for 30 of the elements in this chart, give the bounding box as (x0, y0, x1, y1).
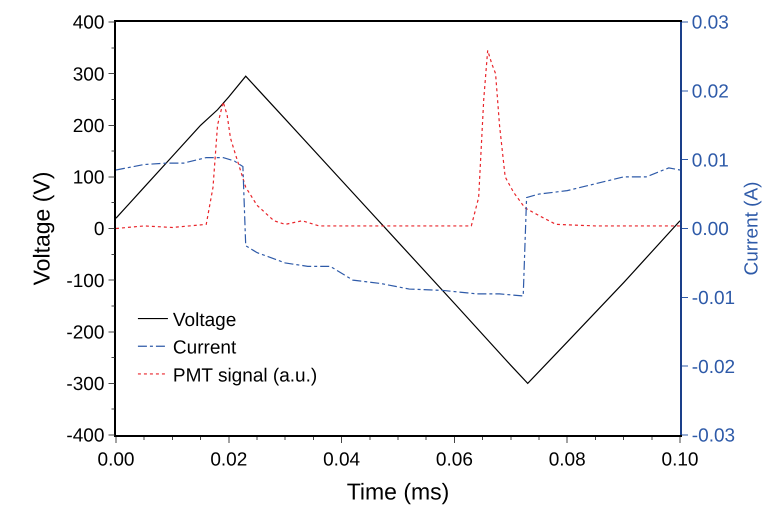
legend-label: PMT signal (a.u.) (172, 365, 318, 386)
y2-tick-label: -0.03 (692, 426, 736, 447)
y2-tick-label: 0.02 (692, 81, 729, 102)
y-tick-label: -300 (66, 374, 104, 396)
y2-axis-title: Current (A) (741, 182, 762, 276)
y2-tick-label: -0.01 (692, 288, 736, 309)
x-tick-label: 0.02 (210, 450, 248, 471)
y-tick-label: -100 (66, 270, 104, 292)
y-tick-label: 0 (94, 219, 104, 240)
legend-label: Current (172, 338, 237, 359)
y-tick-label: -200 (66, 322, 104, 344)
legend-label: Voltage (172, 310, 236, 331)
x-tick-label: 0.04 (323, 450, 361, 471)
x-axis-title: Time (ms) (346, 478, 450, 505)
x-tick-label: 0.06 (436, 450, 473, 471)
y-tick-label: -400 (66, 426, 104, 447)
y-tick-label: 400 (72, 12, 104, 34)
line-series (116, 50, 680, 230)
y-axis-title: Voltage (V) (28, 172, 54, 286)
y2-tick-label: 0.00 (692, 219, 729, 240)
y-tick-label: 200 (72, 116, 104, 137)
y-tick-label: 300 (72, 64, 104, 86)
y2-tick-label: 0.01 (692, 150, 729, 172)
x-tick-label: 0.00 (98, 450, 134, 471)
x-tick-label: 0.08 (548, 450, 586, 471)
line-series (116, 157, 680, 297)
y2-tick-label: 0.03 (692, 12, 729, 34)
x-tick-label: 0.10 (662, 450, 698, 471)
y-tick-label: 100 (72, 168, 104, 189)
y2-tick-label: -0.02 (692, 356, 736, 378)
